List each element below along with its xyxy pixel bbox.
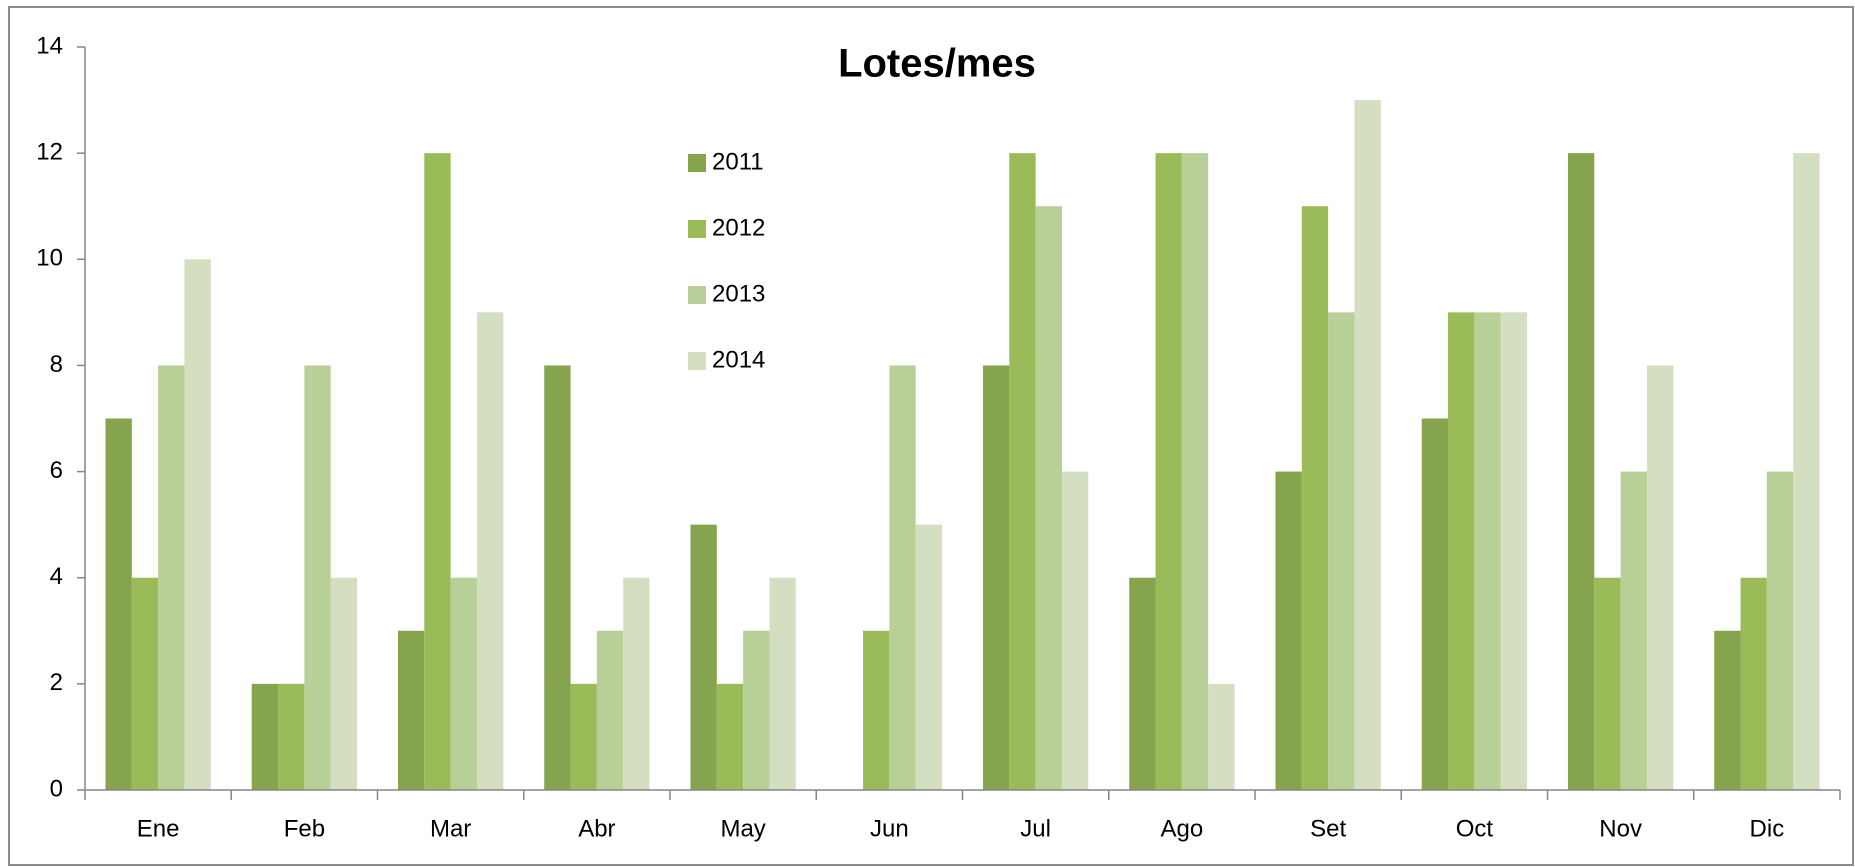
bar xyxy=(1421,418,1449,790)
x-tick-label: Set xyxy=(1310,815,1346,842)
y-tick-label: 12 xyxy=(36,138,63,165)
bar xyxy=(131,577,159,790)
bar xyxy=(1567,153,1595,791)
bar xyxy=(1301,206,1329,790)
bar xyxy=(1594,577,1621,790)
x-tick-label: Ene xyxy=(137,815,180,842)
bar xyxy=(1208,683,1235,790)
bar xyxy=(1740,577,1767,790)
bar xyxy=(397,630,425,790)
bar xyxy=(623,577,650,790)
x-tick-label: Ago xyxy=(1161,815,1204,842)
bar xyxy=(889,365,916,790)
x-tick-label: Mar xyxy=(430,815,471,842)
legend-label: 2012 xyxy=(712,214,765,241)
x-tick-label: Feb xyxy=(284,815,325,842)
bar xyxy=(1714,630,1741,790)
bar xyxy=(1620,471,1647,790)
x-tick-label: Abr xyxy=(578,815,615,842)
bar xyxy=(251,683,279,790)
bar xyxy=(769,577,796,790)
x-tick-label: Oct xyxy=(1456,815,1494,842)
bar xyxy=(1129,577,1156,790)
chart-title: Lotes/mes xyxy=(838,42,1036,86)
bar xyxy=(982,365,1010,790)
y-tick-label: 6 xyxy=(50,457,63,484)
legend-swatch xyxy=(688,154,706,172)
y-tick-label: 4 xyxy=(50,563,63,590)
legend-label: 2014 xyxy=(712,346,765,373)
x-tick-label: Jun xyxy=(870,815,909,842)
bar xyxy=(1328,312,1355,790)
bar xyxy=(1181,153,1209,791)
bar xyxy=(476,312,504,790)
bar xyxy=(690,524,717,790)
bar xyxy=(1448,312,1475,790)
legend-swatch xyxy=(688,220,706,238)
y-tick-label: 14 xyxy=(36,32,63,59)
bar xyxy=(158,365,185,790)
y-tick-label: 8 xyxy=(50,351,63,378)
bar xyxy=(450,577,477,790)
bar xyxy=(915,524,943,790)
bar xyxy=(105,418,132,790)
x-tick-label: Nov xyxy=(1599,815,1642,842)
bar xyxy=(424,153,451,791)
bar xyxy=(1035,206,1062,790)
legend-label: 2013 xyxy=(712,280,765,307)
bar xyxy=(544,365,571,790)
bar xyxy=(1155,153,1182,791)
legend-swatch xyxy=(688,286,706,304)
bar xyxy=(570,683,597,790)
bar xyxy=(1474,312,1501,790)
bar xyxy=(1354,100,1381,791)
bar xyxy=(1646,365,1674,790)
bar xyxy=(716,683,744,790)
x-tick-label: Jul xyxy=(1020,815,1051,842)
bar xyxy=(304,365,331,790)
bar xyxy=(596,630,624,790)
x-tick-label: May xyxy=(720,815,765,842)
y-tick-label: 2 xyxy=(50,669,63,696)
bar xyxy=(184,259,211,790)
bar xyxy=(278,683,305,790)
bar xyxy=(1061,471,1089,790)
bar xyxy=(1275,471,1302,790)
bar xyxy=(743,630,770,790)
bar xyxy=(1500,312,1528,790)
bar xyxy=(1766,471,1794,790)
bar xyxy=(330,577,358,790)
y-tick-label: 0 xyxy=(50,775,63,802)
bar xyxy=(863,630,890,790)
legend-label: 2011 xyxy=(712,148,764,175)
x-tick-label: Dic xyxy=(1750,815,1785,842)
bar xyxy=(1009,153,1036,791)
y-tick-label: 10 xyxy=(36,245,63,272)
legend-swatch xyxy=(688,352,706,370)
bar xyxy=(1793,153,1820,791)
